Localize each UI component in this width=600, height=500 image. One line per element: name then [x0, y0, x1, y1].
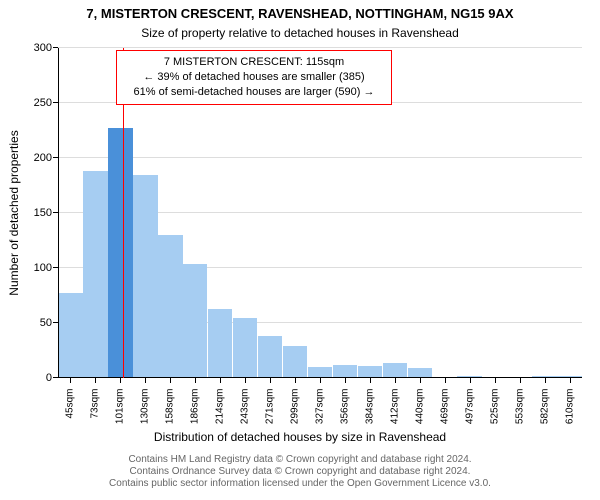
x-axis-label: Distribution of detached houses by size …	[0, 430, 600, 444]
histogram-bar	[383, 363, 407, 378]
gridline	[58, 47, 582, 48]
attribution-text: Contains HM Land Registry data © Crown c…	[0, 454, 600, 490]
xtick-label: 45sqm	[65, 389, 76, 419]
property-info-box: 7 MISTERTON CRESCENT: 115sqm ← 39% of de…	[116, 50, 392, 105]
ytick-label: 0	[46, 372, 52, 384]
gridline	[58, 157, 582, 158]
xtick-mark	[95, 378, 96, 383]
chart-subtitle: Size of property relative to detached ho…	[0, 26, 600, 40]
xtick-label: 610sqm	[564, 389, 575, 425]
xtick-mark	[420, 378, 421, 383]
histogram-bar-highlighted	[108, 128, 132, 378]
xtick-label: 73sqm	[90, 389, 101, 419]
histogram-bar	[208, 309, 232, 378]
xtick-label: 271sqm	[265, 389, 276, 425]
xtick-mark	[345, 378, 346, 383]
ytick-label: 50	[40, 317, 52, 329]
histogram-bar	[133, 175, 157, 379]
xtick-label: 299sqm	[290, 389, 301, 425]
xtick-mark	[70, 378, 71, 383]
info-line-3: 61% of semi-detached houses are larger (…	[125, 85, 383, 100]
xtick-label: 525sqm	[489, 389, 500, 425]
xtick-mark	[495, 378, 496, 383]
xtick-mark	[370, 378, 371, 383]
xtick-mark	[120, 378, 121, 383]
histogram-bar	[258, 336, 282, 378]
xtick-mark	[395, 378, 396, 383]
xtick-label: 186sqm	[190, 389, 201, 425]
xtick-label: 582sqm	[539, 389, 550, 425]
xtick-label: 440sqm	[414, 389, 425, 425]
histogram-bar	[158, 235, 182, 378]
xtick-label: 130sqm	[140, 389, 151, 425]
xtick-mark	[220, 378, 221, 383]
info-line-1: 7 MISTERTON CRESCENT: 115sqm	[125, 55, 383, 70]
xtick-mark	[195, 378, 196, 383]
xtick-mark	[270, 378, 271, 383]
histogram-bar	[283, 346, 307, 378]
xtick-label: 553sqm	[514, 389, 525, 425]
xtick-label: 214sqm	[215, 389, 226, 425]
xtick-mark	[445, 378, 446, 383]
xtick-mark	[245, 378, 246, 383]
xtick-mark	[545, 378, 546, 383]
attrib-line-2: Contains Ordnance Survey data © Crown co…	[0, 466, 600, 478]
xtick-label: 327sqm	[315, 389, 326, 425]
histogram-bar	[183, 264, 207, 378]
ytick-label: 300	[34, 42, 52, 54]
property-size-histogram: 7, MISTERTON CRESCENT, RAVENSHEAD, NOTTI…	[0, 0, 600, 500]
xtick-label: 158sqm	[165, 389, 176, 425]
ytick-label: 150	[34, 207, 52, 219]
xtick-label: 243sqm	[240, 389, 251, 425]
xtick-mark	[470, 378, 471, 383]
xtick-label: 101sqm	[115, 389, 126, 425]
xtick-label: 356sqm	[339, 389, 350, 425]
histogram-bar	[83, 171, 107, 378]
xtick-mark	[570, 378, 571, 383]
ytick-label: 200	[34, 152, 52, 164]
xtick-label: 412sqm	[389, 389, 400, 425]
y-axis-line	[58, 48, 59, 378]
chart-title: 7, MISTERTON CRESCENT, RAVENSHEAD, NOTTI…	[0, 6, 600, 21]
info-line-2: ← 39% of detached houses are smaller (38…	[125, 70, 383, 85]
xtick-label: 469sqm	[439, 389, 450, 425]
histogram-bar	[233, 318, 257, 379]
attrib-line-3: Contains public sector information licen…	[0, 478, 600, 490]
xtick-mark	[170, 378, 171, 383]
x-axis-line	[58, 377, 582, 378]
xtick-mark	[295, 378, 296, 383]
ytick-label: 100	[34, 262, 52, 274]
xtick-mark	[320, 378, 321, 383]
xtick-mark	[145, 378, 146, 383]
histogram-bar	[58, 293, 82, 378]
xtick-mark	[520, 378, 521, 383]
xtick-label: 384sqm	[364, 389, 375, 425]
attrib-line-1: Contains HM Land Registry data © Crown c…	[0, 454, 600, 466]
y-axis-label: Number of detached properties	[7, 130, 21, 295]
xtick-label: 497sqm	[464, 389, 475, 425]
ytick-label: 250	[34, 97, 52, 109]
